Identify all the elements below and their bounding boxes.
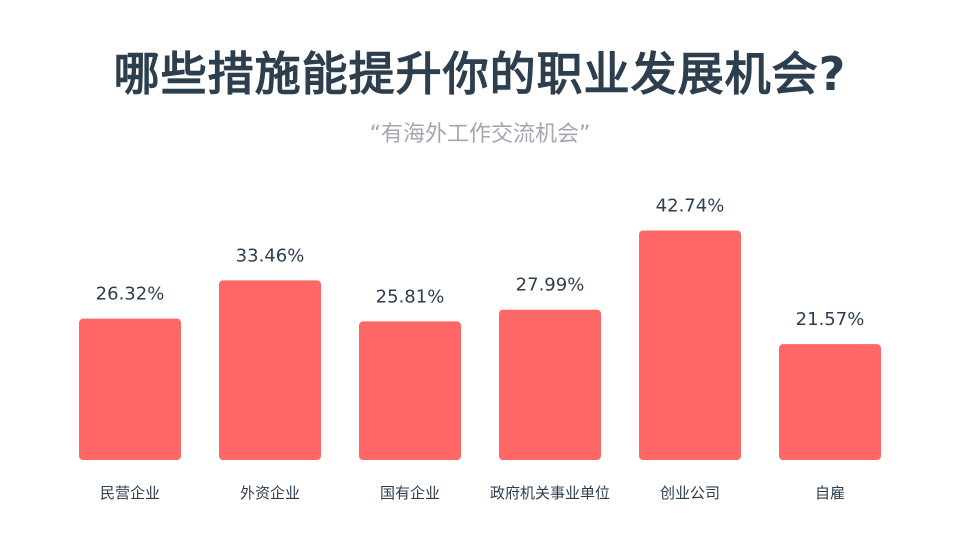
bar-6 [779, 344, 881, 460]
chart-title: 哪些措施能提升你的职业发展机会? [113, 47, 847, 101]
bar-4 [499, 309, 601, 460]
value-label-3: 25.81% [376, 286, 445, 307]
chart-subtitle: “有海外工作交流机会” [369, 122, 591, 147]
value-label-5: 42.74% [656, 195, 725, 216]
category-label-2: 外资企业 [240, 484, 300, 502]
value-label-2: 33.46% [236, 245, 305, 266]
bar-3 [359, 321, 461, 460]
bar-2 [219, 280, 321, 460]
value-label-1: 26.32% [96, 284, 165, 305]
category-label-1: 民营企业 [100, 484, 160, 502]
category-label-5: 创业公司 [660, 484, 720, 502]
category-label-6: 自雇 [815, 484, 845, 502]
value-label-4: 27.99% [516, 275, 585, 296]
category-label-4: 政府机关事业单位 [490, 484, 610, 502]
bar-5 [639, 230, 741, 460]
category-label-3: 国有企业 [380, 484, 440, 502]
bar-1 [79, 318, 181, 460]
value-label-6: 21.57% [796, 309, 865, 330]
